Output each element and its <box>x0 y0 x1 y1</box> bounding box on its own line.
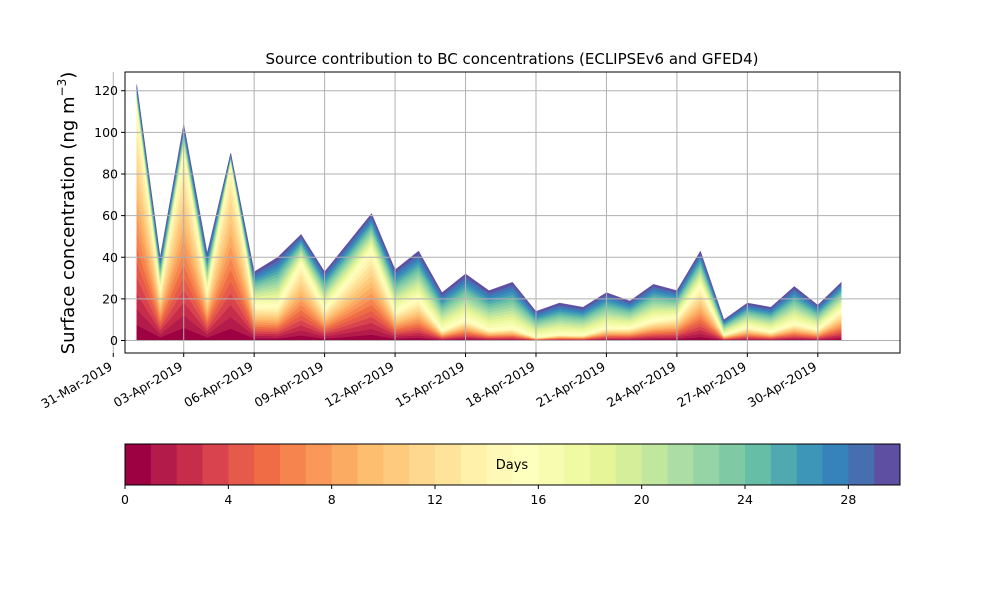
colorbar-tick-label: 20 <box>634 492 650 507</box>
colorbar-swatch <box>822 444 849 485</box>
colorbar-swatch <box>280 444 307 485</box>
colorbar-swatch <box>512 444 539 485</box>
colorbar-swatch <box>150 444 178 485</box>
x-tick-label: 24-Apr-2019 <box>604 359 678 411</box>
y-tick-label: 40 <box>102 250 118 265</box>
x-tick-label: 15-Apr-2019 <box>393 359 467 411</box>
colorbar-swatch <box>693 444 720 485</box>
plot-area: 0 20 40 60 80 100 120 31-Mar-201903-Apr-201906… <box>38 71 901 411</box>
colorbar-swatch <box>228 444 255 485</box>
x-tick-label: 30-Apr-2019 <box>745 359 819 411</box>
x-tick-label: 18-Apr-2019 <box>463 359 537 411</box>
x-tick-label: 03-Apr-2019 <box>111 359 185 411</box>
colorbar-swatch <box>770 444 798 485</box>
colorbar: Days 0 4 8 12 16 20 24 28 <box>121 443 901 507</box>
colorbar-tick-label: 28 <box>840 492 856 507</box>
age-layer-29-30-days <box>136 84 842 322</box>
x-tick-label: 21-Apr-2019 <box>533 359 607 411</box>
colorbar-swatch <box>615 444 643 485</box>
colorbar-swatch <box>125 444 152 485</box>
plot-frame <box>124 71 901 354</box>
colorbar-swatch <box>538 444 565 485</box>
colorbar-swatch <box>460 444 488 485</box>
colorbar-swatch <box>745 444 772 485</box>
colorbar-swatch <box>719 444 746 485</box>
y-tick-label: 120 <box>94 83 118 98</box>
colorbar-tick-label: 4 <box>224 492 232 507</box>
grid <box>112 72 900 353</box>
colorbar-swatch <box>202 444 229 485</box>
colorbar-swatch <box>564 444 591 485</box>
colorbar-swatch <box>435 444 462 485</box>
colorbar-swatch <box>486 444 513 485</box>
colorbar-swatch <box>796 444 823 485</box>
chart-title: Source contribution to BC concentrations… <box>265 50 758 68</box>
x-axis: 31-Mar-201903-Apr-201906-Apr-201909-Apr-… <box>38 353 819 411</box>
colorbar-swatch <box>874 444 901 485</box>
colorbar-swatch <box>357 444 384 485</box>
colorbar-ticks: 0 4 8 12 16 20 24 28 <box>121 485 856 507</box>
y-tick-label: 60 <box>102 208 118 223</box>
colorbar-swatch <box>254 444 281 485</box>
y-axis: 0 20 40 60 80 100 120 <box>94 83 125 348</box>
colorbar-swatch <box>383 444 410 485</box>
colorbar-tick-label: 8 <box>328 492 336 507</box>
x-tick-label: 06-Apr-2019 <box>181 359 255 411</box>
colorbar-swatch <box>848 444 875 485</box>
colorbar-tick-label: 0 <box>121 492 129 507</box>
colorbar-frame <box>124 443 901 486</box>
colorbar-swatch <box>667 444 694 485</box>
colorbar-swatch <box>409 444 436 485</box>
y-axis-label: Surface concentration (ng m−3) <box>55 72 79 355</box>
colorbar-label: Days <box>496 458 529 473</box>
x-tick-label: 09-Apr-2019 <box>252 359 326 411</box>
y-tick-label: 80 <box>102 166 118 181</box>
x-tick-label: 27-Apr-2019 <box>674 359 748 411</box>
colorbar-swatch <box>176 444 203 485</box>
x-tick-label: 12-Apr-2019 <box>322 359 396 411</box>
colorbar-swatch <box>305 444 333 485</box>
y-tick-label: 20 <box>102 291 118 306</box>
age-layers <box>136 84 842 341</box>
colorbar-swatch <box>590 444 617 485</box>
colorbar-swatch <box>641 444 668 485</box>
colorbar-swatches <box>125 444 901 485</box>
y-tick-label: 100 <box>94 125 118 140</box>
y-tick-label: 0 <box>110 333 118 348</box>
x-tick-label: 31-Mar-2019 <box>38 359 114 412</box>
colorbar-swatch <box>331 444 358 485</box>
colorbar-tick-label: 12 <box>427 492 443 507</box>
colorbar-tick-label: 24 <box>737 492 753 507</box>
colorbar-tick-label: 16 <box>530 492 546 507</box>
